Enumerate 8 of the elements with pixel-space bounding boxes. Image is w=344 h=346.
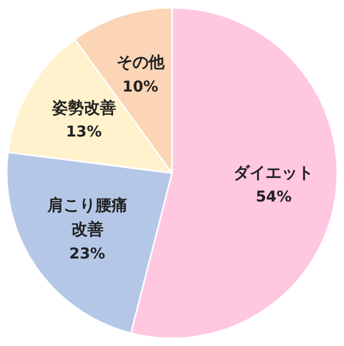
slice-label: 姿勢改善 [50, 98, 116, 117]
slice-label: ダイエット [234, 162, 314, 182]
data-label: 23% [69, 244, 106, 262]
data-label: 54% [256, 188, 292, 206]
slice-label: その他 [116, 52, 166, 72]
data-label: 13% [66, 122, 102, 141]
slice-label: 肩こり腰痛改善 [46, 196, 128, 239]
data-label: 10% [122, 77, 158, 96]
